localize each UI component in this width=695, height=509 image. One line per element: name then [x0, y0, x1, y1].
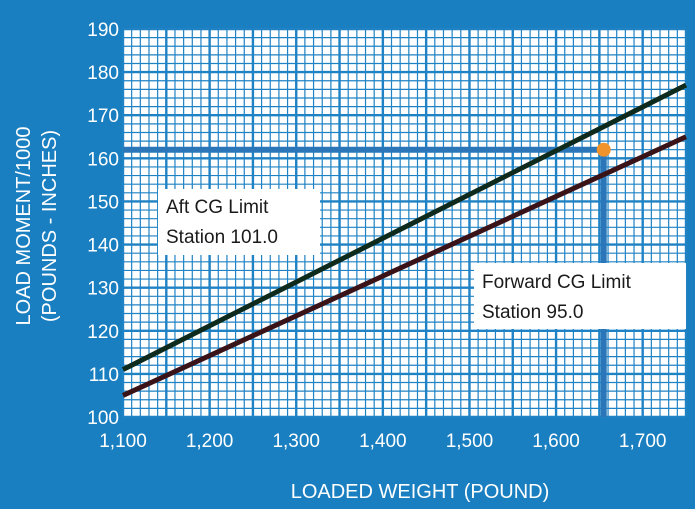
- y-tick-label: 190: [87, 20, 119, 41]
- forward-cg-annotation: Forward CG Limit Station 95.0: [474, 263, 686, 329]
- y-tick-label: 100: [87, 408, 119, 429]
- forward-cg-limit-line: [121, 134, 688, 398]
- forward-cg-label-line2: Station 95.0: [482, 302, 583, 323]
- x-tick-label: 1,100: [99, 431, 147, 452]
- y-tick-label: 160: [87, 149, 119, 170]
- forward-cg-label-line1: Forward CG Limit: [482, 272, 632, 293]
- y-tick-label: 180: [87, 63, 119, 84]
- y-tick-label: 150: [87, 192, 119, 213]
- x-axis-title: LOADED WEIGHT (POUND): [291, 481, 550, 503]
- aft-cg-annotation: Aft CG Limit Station 101.0: [158, 189, 320, 255]
- y-axis-title-line1: LOAD MOMENT/1000: [13, 127, 35, 326]
- series-lines: [121, 82, 688, 398]
- y-axis-title-line2: (POUNDS - INCHES): [39, 130, 61, 322]
- y-tick-label: 130: [87, 279, 119, 300]
- x-tick-label: 1,400: [359, 431, 407, 452]
- y-tick-label: 140: [87, 236, 119, 257]
- x-tick-label: 1,200: [186, 431, 234, 452]
- y-tick-label: 170: [87, 106, 119, 127]
- aft-cg-label-line1: Aft CG Limit: [166, 197, 269, 218]
- y-tick-label: 120: [87, 322, 119, 343]
- forward-cg-label-box: [474, 263, 686, 329]
- x-tick-label: 1,500: [446, 431, 494, 452]
- aft-cg-label-box: [158, 189, 320, 255]
- x-tick-label: 1,600: [532, 431, 580, 452]
- x-tick-label: 1,300: [272, 431, 320, 452]
- y-tick-labels: 100 110 120 130 140 150 160 170 180 190: [87, 20, 119, 429]
- aft-cg-label-line2: Station 101.0: [166, 227, 278, 248]
- x-tick-labels: 1,100 1,200 1,300 1,400 1,500 1,600 1,700: [99, 431, 666, 452]
- aft-cg-limit-line: [121, 82, 688, 372]
- x-tick-label: 1,700: [619, 431, 667, 452]
- highlight-point: [596, 142, 611, 157]
- points: [596, 142, 611, 157]
- y-tick-label: 110: [89, 365, 119, 386]
